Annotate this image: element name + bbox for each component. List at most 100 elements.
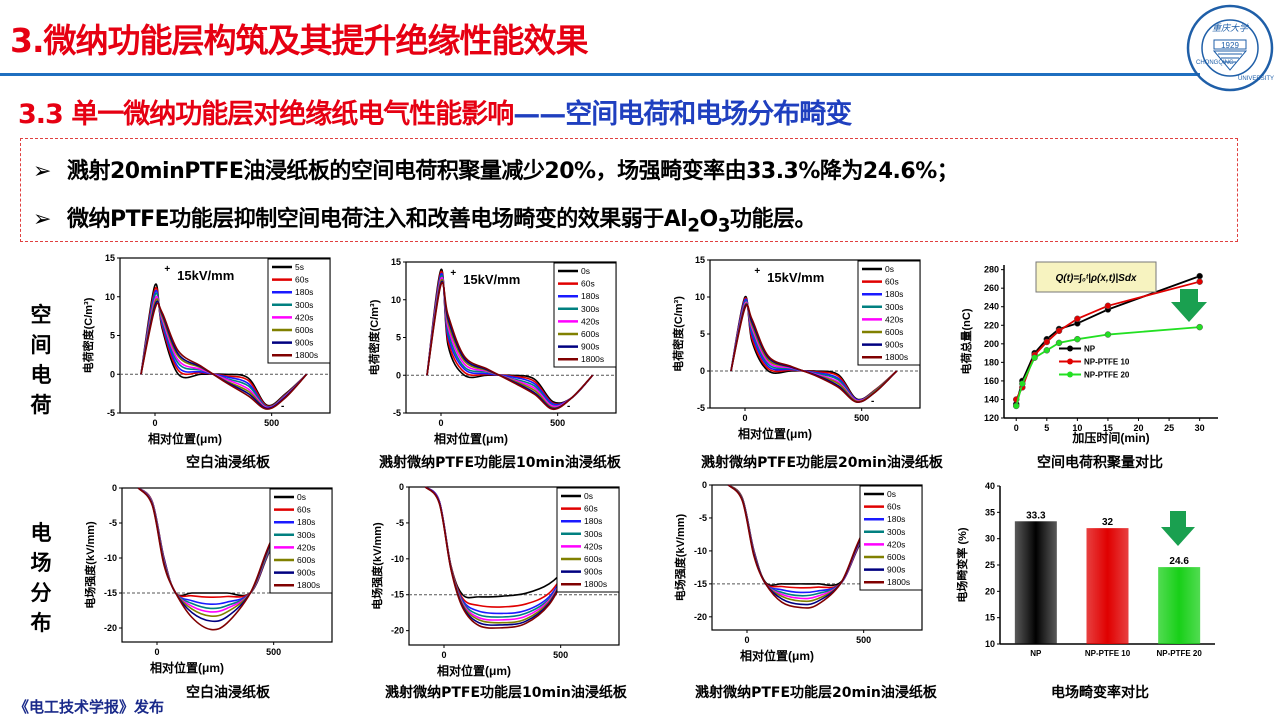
legend-marker (1067, 345, 1074, 352)
y-tick-label: 0 (700, 366, 705, 376)
legend-label: 60s (297, 505, 311, 515)
y-tick-label: -5 (697, 403, 705, 413)
legend-label: 300s (295, 300, 313, 310)
x-tick-label: 500 (264, 418, 279, 428)
chart-caption: 空间电荷积聚量对比 (1037, 455, 1163, 471)
y-tick-label: -20 (694, 612, 707, 622)
series-line-1800s (137, 487, 284, 631)
legend-label: 0s (581, 266, 590, 276)
legend-label: 180s (584, 516, 602, 526)
y-tick-label: -5 (109, 518, 117, 528)
series-line-900s (727, 484, 874, 606)
series-line-NP (1015, 275, 1200, 405)
data-point (1055, 327, 1063, 335)
y-tick-label: 35 (985, 507, 995, 517)
bullet-2: ➢ 微纳PTFE功能层抑制空间电荷注入和改善电场畸变的效果弱于Al2O3功能层。 (33, 201, 817, 237)
y-tick-label: -5 (107, 408, 115, 418)
bullet-text: O (699, 207, 719, 232)
data-label: 32 (1102, 517, 1114, 528)
footer-source: 《电工技术学报》发布 (14, 698, 165, 716)
x-tick-label: 0 (438, 418, 443, 428)
legend-label: NP-PTFE 20 (1084, 370, 1130, 379)
arrow-bullet-icon: ➢ (33, 207, 51, 232)
x-tick-label: 15 (1103, 423, 1113, 433)
legend-label: 60s (295, 275, 309, 285)
series-line-1800s (727, 484, 874, 609)
x-tick-label: 0 (744, 635, 749, 645)
bar-NP-PTFE 20 (1158, 567, 1201, 644)
legend-label: 600s (581, 329, 599, 339)
x-category-label: NP (1030, 649, 1042, 658)
negative-mark: - (871, 396, 874, 407)
bullet-text: 微纳PTFE功能层抑制空间电荷注入和改善电场畸变的效果弱于Al (67, 207, 688, 232)
chart-5: -20 -15 -10 -5 0 0 500 电场强度(kV/mm) 相对位置(μm) 0s 60s… (673, 480, 923, 663)
legend-label: 900s (584, 567, 602, 577)
arrow-bullet-icon: ➢ (33, 159, 51, 184)
legend-label: 600s (297, 555, 315, 565)
series-line-1800s (730, 304, 898, 403)
bar-NP-PTFE 10 (1086, 528, 1129, 644)
y-tick-label: -5 (396, 518, 404, 528)
y-axis-title: 电荷总量(nC) (959, 308, 973, 374)
legend-label: 0s (885, 264, 894, 274)
y-tick-label: 0 (396, 370, 401, 380)
series-line-420s (727, 484, 874, 600)
legend-label: 1800s (295, 350, 318, 360)
x-axis-title: 相对位置(μm) (437, 663, 511, 678)
legend-label: 1800s (297, 580, 320, 590)
chart-caption: 溅射微纳PTFE功能层10min油浸纸板 (379, 455, 621, 471)
y-tick-label: 0 (110, 369, 115, 379)
data-point (1031, 354, 1038, 361)
positive-mark: + (450, 268, 456, 279)
y-tick-label: -20 (104, 623, 117, 633)
data-point (1196, 323, 1203, 331)
subscript: 2 (687, 215, 700, 237)
legend (857, 260, 921, 366)
y-tick-label: 240 (984, 302, 999, 312)
x-tick-label: 0 (154, 647, 159, 657)
y-tick-label: 280 (984, 265, 999, 275)
y-tick-label: -10 (104, 553, 117, 563)
legend (553, 262, 617, 368)
legend-label: 180s (887, 514, 905, 524)
svg-text:UNIVERSITY: UNIVERSITY (1238, 76, 1274, 82)
data-point (1074, 315, 1081, 323)
x-axis-title: 相对位置(μm) (738, 426, 812, 441)
legend-label: 420s (295, 312, 313, 322)
legend-label: 60s (581, 279, 595, 289)
legend-label: 0s (297, 492, 306, 502)
y-tick-label: 15 (695, 255, 705, 265)
row-label-space-charge: 空间电荷 (30, 303, 52, 417)
x-tick-label: 500 (550, 418, 565, 428)
legend-label: 900s (887, 565, 905, 575)
y-tick-label: 25 (985, 560, 995, 570)
x-tick-label: 500 (856, 635, 871, 645)
legend-label: 420s (297, 542, 315, 552)
legend-label: 420s (887, 539, 905, 549)
section-subtitle: 3.3 单一微纳功能层对绝缘纸电气性能影响——空间电荷和电场分布畸变 (18, 92, 852, 131)
legend-label: 420s (885, 314, 903, 324)
legend-label: 180s (295, 287, 313, 297)
negative-mark: - (281, 401, 284, 412)
legend-label: 300s (885, 302, 903, 312)
bullet-text: 功能层。 (730, 207, 817, 232)
legend-label: 300s (887, 527, 905, 537)
x-tick-label: 25 (1164, 423, 1174, 433)
legend-label: 300s (581, 304, 599, 314)
chart-6: 120 140 160 180 200 220 240 260 280 0 5 10 15 20 25 30 电… (959, 261, 1218, 445)
chart-caption: 空白油浸纸板 (186, 455, 270, 471)
legend-label: 900s (581, 342, 599, 352)
data-point (1196, 272, 1203, 280)
x-tick-label: 20 (1134, 423, 1144, 433)
y-tick-label: 140 (984, 394, 999, 404)
subtitle-blue: ——空间电荷和电场分布畸变 (513, 99, 852, 130)
legend (859, 485, 923, 591)
chart-caption: 溅射微纳PTFE功能层10min油浸纸板 (385, 685, 627, 701)
y-tick-label: 160 (984, 376, 999, 386)
positive-mark: + (754, 266, 760, 277)
y-tick-label: 30 (985, 534, 995, 544)
y-tick-label: 5 (396, 333, 401, 343)
legend-label: 420s (584, 541, 602, 551)
y-tick-label: -15 (391, 590, 404, 600)
legend-label: 1800s (581, 354, 604, 364)
